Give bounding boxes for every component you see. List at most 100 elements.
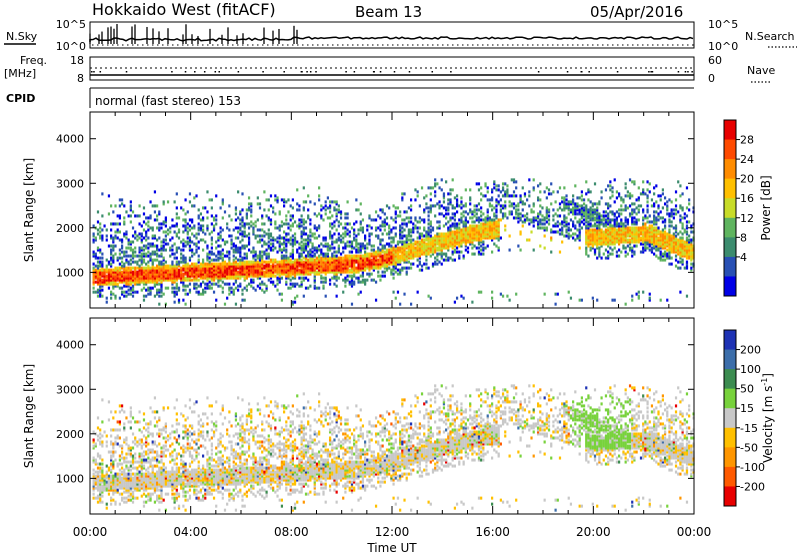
power-cell [208,274,211,278]
power-cell [396,272,400,276]
power-cell [624,194,627,198]
power-cell [659,258,662,262]
power-cell [409,216,413,220]
power-cell [129,292,132,296]
power-cell [409,266,413,270]
power-cell [659,216,662,220]
power-cell [661,228,664,232]
power-cell [289,218,292,222]
power-cell [464,244,467,248]
power-cell [291,282,294,286]
power-cell [572,194,575,198]
power-cell [484,226,487,230]
power-cell [234,262,238,266]
power-cell [247,238,251,242]
power-cell [272,206,275,210]
power-cell [631,294,634,298]
power-cell [607,254,610,258]
power-cell [171,282,174,286]
power-cell [469,210,472,214]
power-cell [250,284,253,288]
power-cell [453,222,456,226]
power-cell [252,222,255,226]
power-cell [300,234,303,238]
power-cell [142,258,146,262]
power-cell [125,294,128,298]
power-cell [134,282,137,286]
power-cell [307,272,310,276]
power-cell [482,242,485,246]
power-cell [186,268,189,272]
power-cell [587,198,590,202]
power-cell [142,228,146,232]
power-cell [94,276,97,280]
power-cell [101,238,104,242]
power-cell [145,288,148,292]
power-cell [602,240,605,244]
power-cell [469,238,472,242]
power-cell [186,274,189,278]
power-cell [499,190,502,194]
power-cell [291,242,294,246]
power-cell [655,184,658,188]
nsky-trace [89,36,694,42]
power-cell [206,266,209,270]
power-cell [374,266,378,270]
power-cell [409,242,413,246]
power-cell [344,244,347,248]
power-cell [300,262,303,266]
power-cell [300,270,303,274]
power-cell [335,268,338,272]
power-cell [604,188,608,192]
power-cell [127,274,130,278]
power-cell [239,276,242,280]
power-cell [405,258,408,262]
power-cell [591,240,594,244]
power-cell [232,276,235,280]
power-cell [125,268,128,272]
power-cell [409,220,413,224]
power-cell [331,234,334,238]
power-cell [488,226,492,230]
power-cell [620,232,623,236]
power-cell [374,228,378,232]
power-cell [519,196,522,200]
power-cell [383,244,386,248]
power-cell [105,228,108,232]
power-cell [585,214,588,218]
power-cell [379,240,382,244]
power-cell [272,270,275,274]
power-cell [379,274,382,278]
power-cell [434,214,437,218]
power-cell [182,242,185,246]
power-cell [607,212,610,216]
power-cell [283,254,286,258]
power-cell [123,272,126,276]
power-cell [110,236,113,240]
power-cell [580,210,583,214]
power-cell [493,230,496,234]
power-cell [653,238,656,242]
power-cell [304,258,308,262]
power-cell [661,238,664,242]
power-cell [258,270,262,274]
power-cell [158,260,161,264]
power-cell [129,270,132,274]
power-cell [134,270,137,274]
power-cell [212,290,216,294]
power-cell [107,282,111,286]
power-cell [517,204,520,208]
power-cell [504,228,507,232]
power-cell [237,226,240,230]
cpid-label: CPID [6,92,35,105]
power-cell [291,264,294,268]
power-cell [405,238,408,242]
power-cell [171,276,174,280]
power-cell [477,202,481,206]
power-cell [215,298,218,302]
power-cell [372,264,375,268]
power-cell [488,220,492,224]
power-cell [357,280,360,284]
power-cell [578,218,581,222]
power-cell [123,204,126,208]
